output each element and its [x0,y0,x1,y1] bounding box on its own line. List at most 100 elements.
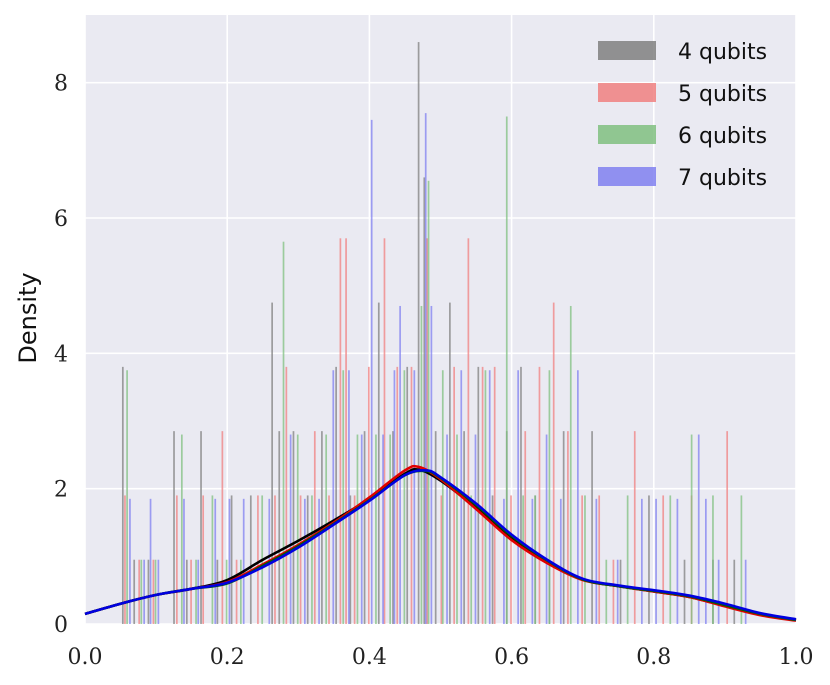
grid-lines [84,15,797,625]
histogram-bar [559,498,562,624]
histogram-bar [332,370,335,624]
histogram-bar [257,495,259,624]
histogram-bar [655,498,657,624]
histogram-bar [176,495,178,624]
y-tick-label: 0 [54,613,68,638]
histogram-bar [619,559,622,624]
histogram-bar [311,495,313,624]
histogram-bar [467,238,470,625]
histogram-bar [595,498,598,624]
histogram-bar [690,434,693,624]
histogram-bar [548,370,551,624]
histogram-bar [417,42,420,625]
legend-swatch [598,83,656,102]
histogram-bar [289,434,292,624]
histogram-bar [520,366,522,624]
histogram-bar [383,238,386,625]
histogram-bar [584,495,586,624]
histogram-bar [353,495,356,624]
x-tick-labels: 0.0 0.2 0.4 0.6 0.8 1.0 [68,645,814,670]
histogram-bar [143,559,146,624]
histogram-bar [484,370,487,624]
x-tick-label: 0.8 [636,645,671,670]
histogram-bar [493,366,496,624]
histogram-bar [242,498,245,624]
histogram-bar [296,434,299,624]
histogram-bar [697,434,700,624]
histogram-bar [299,495,302,624]
histogram-bar [531,498,534,624]
histogram-bar [552,302,555,624]
histogram-bar [474,434,477,624]
histogram-bar [140,559,143,624]
histogram-bar [567,431,569,624]
histogram-bar [683,559,686,624]
x-tick-label: 0.4 [352,645,387,670]
histogram-bar [470,495,473,624]
legend: 4 qubits 5 qubits 6 qubits 7 qubits [598,40,767,191]
histogram-bar [285,366,288,624]
histogram-bar [633,431,636,624]
histogram-bar [154,559,157,624]
histogram-bar [733,559,736,624]
histogram-bar [121,366,124,624]
histogram-bar [367,366,370,624]
histogram-bar [313,431,316,624]
y-tick-label: 8 [54,72,68,97]
histogram-bar [225,559,228,624]
histogram-bar [598,495,601,624]
histogram-bar [271,302,273,624]
histogram-bar [345,238,347,625]
histogram-bar [221,431,224,624]
histogram-bar [363,431,366,624]
histogram-bar [149,498,152,624]
histogram-bar [581,495,583,624]
histogram-bar [641,498,643,624]
legend-label: 5 qubits [678,82,767,107]
histogram-bar [449,302,451,624]
histogram-bar [426,238,428,625]
histogram-bar [393,370,396,624]
histogram-bar [648,495,650,624]
histogram-bar [185,559,188,624]
histogram-bar [124,495,126,624]
histogram-bar [434,431,437,624]
histogram-bar [423,177,426,624]
histogram-bar [157,559,160,624]
histogram-bar [545,434,548,624]
histogram-bar [427,180,430,625]
histogram-bar [726,431,729,624]
histogram-bar [335,366,337,624]
y-tick-labels: 0 2 4 6 8 [54,72,68,638]
histogram-bar [616,559,619,624]
legend-swatch [598,125,656,144]
legend-swatch [598,41,656,60]
histogram-bar [441,370,444,624]
histogram-bar [524,431,527,624]
histogram-bar [717,559,720,624]
y-tick-label: 2 [54,478,68,503]
histogram-bar [410,366,413,624]
histogram-bar [303,498,306,624]
histogram-bar [195,559,197,624]
histogram-bar [370,119,373,624]
histogram-bar [278,431,281,624]
histogram-bar [183,498,185,624]
histogram-bar [228,498,231,624]
histogram-bar [534,495,537,624]
histogram-bar [503,498,505,624]
histogram-bar [230,495,233,624]
histogram-bar [744,559,747,624]
histogram-bar [591,431,593,624]
histogram-bar [522,495,524,624]
histogram-bar [126,370,128,624]
histogram-bar [180,434,183,624]
x-tick-label: 0.6 [494,645,529,670]
histogram-bar [662,495,665,624]
x-tick-label: 0.2 [210,645,245,670]
histogram-bar [430,305,433,624]
histogram-bar [403,370,406,624]
histogram-bar [190,559,192,624]
histogram-bar [392,431,394,624]
x-tick-label: 1.0 [779,645,814,670]
